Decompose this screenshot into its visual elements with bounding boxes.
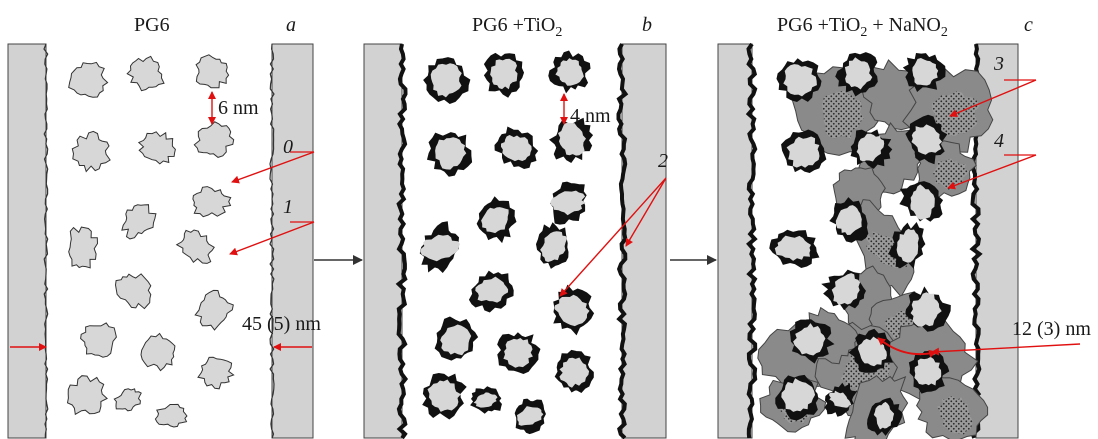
pore-size-label-a: 45 (5) nm [242,313,321,335]
nitrite-hatch [822,90,864,139]
silica-particle [154,403,188,428]
silica-particle [68,61,109,98]
silica-particle [501,135,532,162]
silica-particle [844,57,873,90]
silica-particle [540,231,567,262]
silica-particle [783,64,817,97]
silica-particle [440,324,472,356]
label-4: 4 [994,130,1004,152]
silica-particle [912,58,939,86]
silica-particle [911,124,943,155]
silica-particle [71,130,111,173]
silica-particle [873,401,895,430]
panel-c-title: PG6 +TiO2 + NaNO2 [777,14,948,40]
silica-particle [68,226,99,269]
wall-b-right [616,43,667,439]
nitrite-hatch [937,396,973,435]
silica-particle [835,205,862,235]
pore-size-label-c: 12 (3) nm [1012,318,1091,340]
wall-b-left [363,43,409,439]
wall-a-left [7,43,49,439]
silica-particle [559,357,590,388]
silica-particle [793,323,826,356]
pointer-1 [229,221,315,256]
pointer-lines [10,79,1081,358]
silica-particle [140,332,176,372]
silica-particle [114,273,152,310]
wall-c-left [717,42,758,439]
panel-c-letter: c [1024,14,1033,36]
pore-arc-arrow-c [877,337,937,358]
gap-label-b: 4 nm [570,105,611,127]
pointer-4 [947,154,1037,190]
pointer-2a [559,177,667,297]
wall-a-right [269,43,314,439]
silica-particle [914,356,942,386]
silica-particle [550,190,586,216]
silica-particle [774,235,811,261]
silica-particle [490,58,518,90]
silica-particle [193,121,235,158]
label-1: 1 [283,196,293,218]
silica-particle [558,122,586,156]
silica-particle [197,356,235,390]
pointer-0 [231,151,315,184]
silica-particle [121,204,157,240]
silica-particle [430,63,462,98]
pointer-3 [949,79,1037,117]
silica-particle [517,406,544,426]
silica-particle [66,375,108,416]
panel-a-letter: a [286,14,296,36]
silica-particle [192,186,232,218]
silica-particle [831,273,861,305]
silica-particle [475,276,509,303]
silica-particle [910,292,942,327]
silica-particle [420,234,460,262]
silica-particle [126,55,165,92]
label-2: 2 [658,150,668,172]
silica-particle [113,388,142,412]
silica-particle [481,207,509,234]
silica-particles [66,50,951,436]
silica-particle [473,392,498,408]
silica-particle [910,184,935,220]
panel-b-title: PG6 +TiO2 [472,14,562,40]
silica-particle [195,54,230,89]
pointer-pore-c [931,343,1081,356]
silica-particle [555,58,584,86]
silica-particle [503,338,533,368]
label-3: 3 [993,53,1004,75]
silica-particle [194,289,234,331]
silica-particle [856,133,885,162]
silica-particle [175,229,215,264]
nitrite-hatch [932,158,970,191]
panel-a-title: PG6 [134,14,170,36]
silica-particle [435,137,467,170]
silica-particle [80,322,117,358]
silica-particle [427,379,461,412]
silica-particle [137,131,176,165]
silica-particle [781,378,816,412]
silica-particle [829,390,852,408]
gap-label-a: 6 nm [218,97,259,119]
panel-b-letter: b [642,14,652,36]
silica-particle [554,294,590,327]
silica-particle [896,228,919,263]
pointer-2b [625,177,667,247]
label-0: 0 [283,136,293,158]
silica-particle [786,136,820,168]
